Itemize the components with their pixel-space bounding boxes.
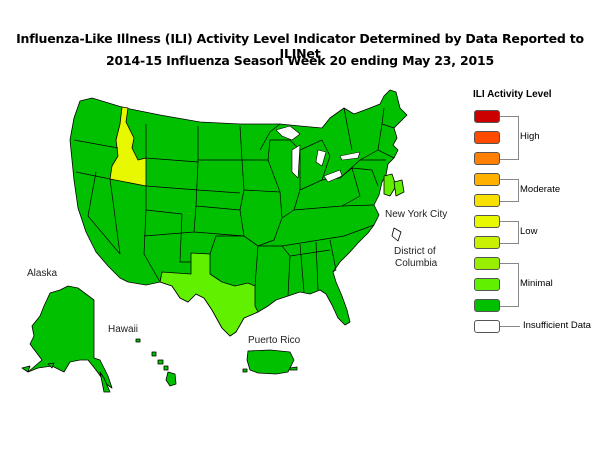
legend-label-insufficient: Insufficient Data xyxy=(523,320,591,331)
legend-label-high: High xyxy=(520,131,540,142)
chart-subtitle: 2014-15 Influenza Season Week 20 ending … xyxy=(106,53,494,68)
great-lakes xyxy=(275,125,361,183)
bracket-minimal xyxy=(500,263,519,307)
legend-title: ILI Activity Level xyxy=(473,89,552,100)
legend-swatch-level-2 xyxy=(474,278,500,291)
legend-swatch-level-8 xyxy=(474,152,500,165)
legend-swatch-level-9 xyxy=(474,131,500,144)
connector-insufficient xyxy=(500,326,520,327)
legend-swatch-level-1 xyxy=(474,299,500,312)
label-dc-line2: Columbia xyxy=(395,258,438,269)
bracket-high xyxy=(500,116,519,160)
legend-swatch-level-6 xyxy=(474,194,500,207)
label-dc-line1: District of xyxy=(394,246,436,257)
legend-label-moderate: Moderate xyxy=(520,184,561,195)
legend-swatch-level-4 xyxy=(474,236,500,249)
state-hawaii xyxy=(135,338,177,387)
nyc-inset xyxy=(383,173,397,197)
label-new-york-city: New York City xyxy=(385,209,448,220)
label-hawaii: Hawaii xyxy=(108,324,139,335)
legend-swatch-level-3 xyxy=(474,257,500,270)
dc-inset xyxy=(391,227,402,242)
state-alaska xyxy=(27,285,113,389)
legend-label-minimal: Minimal xyxy=(520,278,553,289)
bracket-low xyxy=(500,221,519,244)
label-puerto-rico: Puerto Rico xyxy=(248,335,301,346)
legend-label-low: Low xyxy=(520,226,538,237)
label-alaska: Alaska xyxy=(27,268,58,279)
legend-swatch-insufficient xyxy=(474,320,500,333)
state-idaho xyxy=(109,106,147,187)
legend-swatch-level-10 xyxy=(474,110,500,123)
state-puerto-rico xyxy=(246,349,295,375)
legend-swatch-level-7 xyxy=(474,173,500,186)
legend-swatch-level-5 xyxy=(474,215,500,228)
bracket-moderate xyxy=(500,179,519,202)
chart-title: Influenza-Like Illness (ILI) Activity Le… xyxy=(16,31,584,61)
state-texas xyxy=(159,252,259,337)
